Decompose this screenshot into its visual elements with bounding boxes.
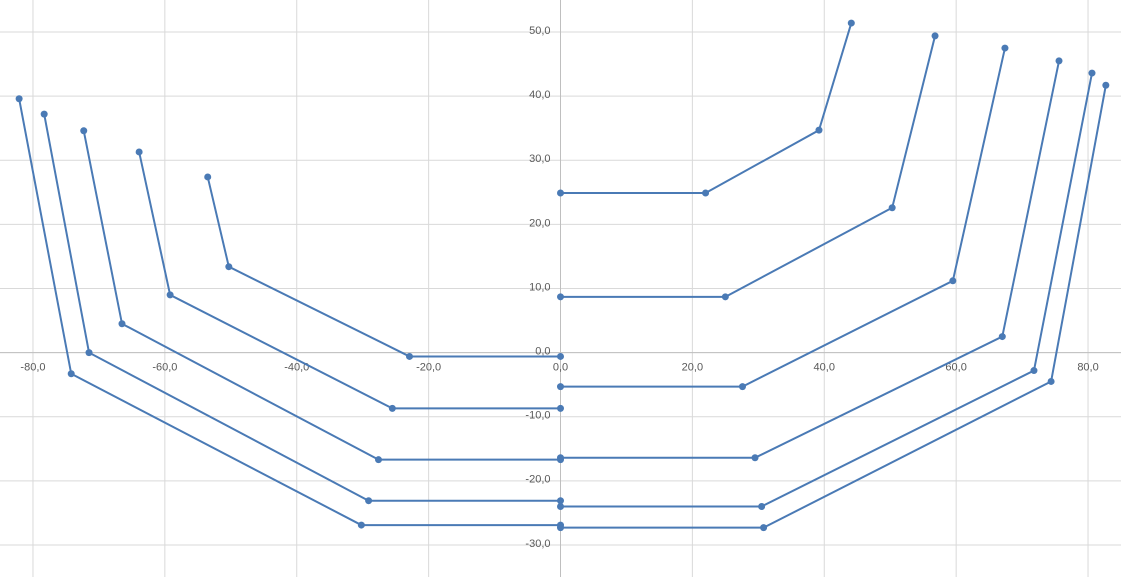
y-tick-label: 20,0 [529,217,550,229]
point [557,352,564,360]
point [1047,377,1055,385]
y-tick-label: 0,0 [535,346,550,358]
series-line [18,98,561,527]
y-tick-label: -10,0 [525,410,550,422]
y-tick-label: -30,0 [525,538,550,550]
x-tick-label: 0,0 [553,362,568,374]
point [365,497,373,505]
series-line [206,176,561,358]
point [949,277,957,285]
point [557,497,564,505]
point [67,370,75,378]
series-line [560,35,937,298]
series-line [560,85,1107,529]
point [931,32,939,40]
point [557,524,564,532]
x-tick-label: 20,0 [682,362,703,374]
series-line [560,47,1006,388]
point [557,293,564,301]
point [721,293,729,301]
y-tick-label: 50,0 [529,25,550,37]
x-tick-label: -40,0 [284,362,309,374]
series-line [43,113,561,502]
point [738,383,746,391]
series-line [560,22,853,194]
y-tick-label: 40,0 [529,89,550,101]
y-tick-label: 30,0 [529,153,550,165]
point [557,454,564,462]
point [758,502,766,510]
point [557,404,564,412]
point [204,173,212,181]
point [1055,57,1063,65]
series-line [82,130,561,461]
point [375,456,383,464]
point [1030,367,1038,375]
x-tick-label: -20,0 [416,362,441,374]
point [557,383,564,391]
point [166,291,174,299]
point [225,263,233,271]
series-line [560,60,1060,459]
point [135,148,143,156]
y-tick-label: -20,0 [525,474,550,486]
point [15,95,23,103]
point [751,454,759,462]
x-tick-label: 80,0 [1077,362,1098,374]
y-tick-label: 10,0 [529,281,550,293]
point [118,320,126,328]
x-tick-label: -80,0 [20,362,45,374]
point [388,404,396,412]
point [702,189,710,197]
point [557,189,564,197]
point [760,524,768,532]
x-tick-label: 40,0 [814,362,835,374]
point [998,333,1006,341]
point [847,19,855,27]
point [357,521,365,529]
point [80,127,88,135]
series-line [138,151,561,410]
point [40,110,48,118]
series-line [560,72,1093,508]
x-tick-label: 60,0 [945,362,966,374]
point [85,349,93,357]
point [1001,44,1009,52]
point [815,126,823,134]
point [1088,69,1096,77]
point [557,502,564,510]
point [405,352,413,360]
point [1102,81,1110,89]
point [888,204,896,212]
x-tick-label: -60,0 [152,362,177,374]
